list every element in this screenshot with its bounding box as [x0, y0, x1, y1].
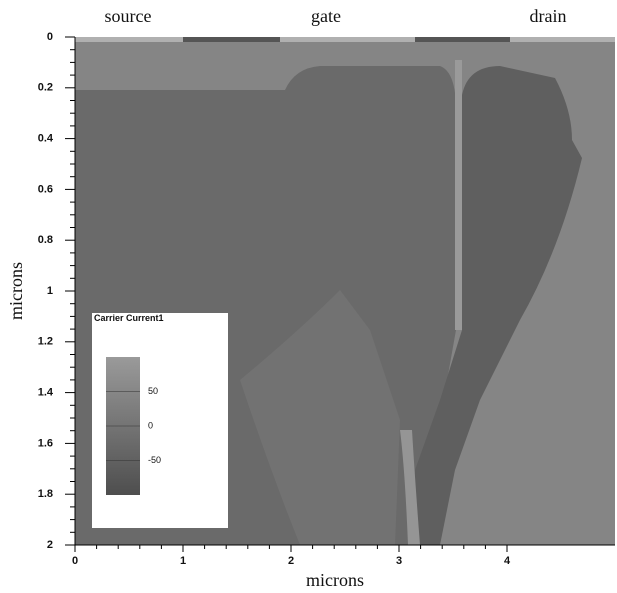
contour-region — [240, 290, 400, 545]
contour-region — [410, 66, 582, 545]
contact — [183, 37, 280, 42]
legend: Carrier Current1 — [92, 313, 228, 528]
colorbar-tick-label: 0 — [148, 420, 153, 430]
contact — [510, 37, 615, 42]
x-tick-label: 1 — [180, 555, 186, 567]
region-label: source — [105, 6, 152, 26]
region-label: drain — [530, 6, 567, 26]
y-tick-label: 1.4 — [38, 387, 54, 399]
x-tick-label: 3 — [396, 555, 402, 567]
y-tick-label: 0 — [47, 31, 53, 43]
contour-region — [455, 60, 462, 330]
y-tick-label: 1.2 — [38, 336, 53, 348]
colorbar-tick-label: -50 — [148, 455, 161, 465]
contact — [415, 37, 510, 42]
x-tick-label: 0 — [72, 555, 78, 567]
y-tick-label: 0.2 — [38, 82, 53, 94]
contour-region — [400, 430, 420, 545]
y-tick-label: 0.8 — [38, 234, 53, 246]
y-tick-label: 2 — [47, 539, 53, 551]
y-tick-label: 1.6 — [38, 437, 53, 449]
y-tick-label: 1.8 — [38, 488, 53, 500]
legend-title: Carrier Current1 — [94, 313, 164, 323]
y-tick-label: 0.6 — [38, 183, 53, 195]
contact — [75, 37, 183, 42]
y-tick-label: 0.4 — [38, 133, 54, 145]
x-tick-label: 4 — [504, 555, 511, 567]
colorbar-tick-label: 50 — [148, 386, 158, 396]
y-axis-label: microns — [6, 262, 26, 320]
region-label: gate — [311, 6, 341, 26]
contact — [280, 37, 415, 42]
x-axis-label: microns — [306, 570, 364, 590]
y-tick-label: 1 — [47, 285, 53, 297]
x-tick-label: 2 — [288, 555, 294, 567]
